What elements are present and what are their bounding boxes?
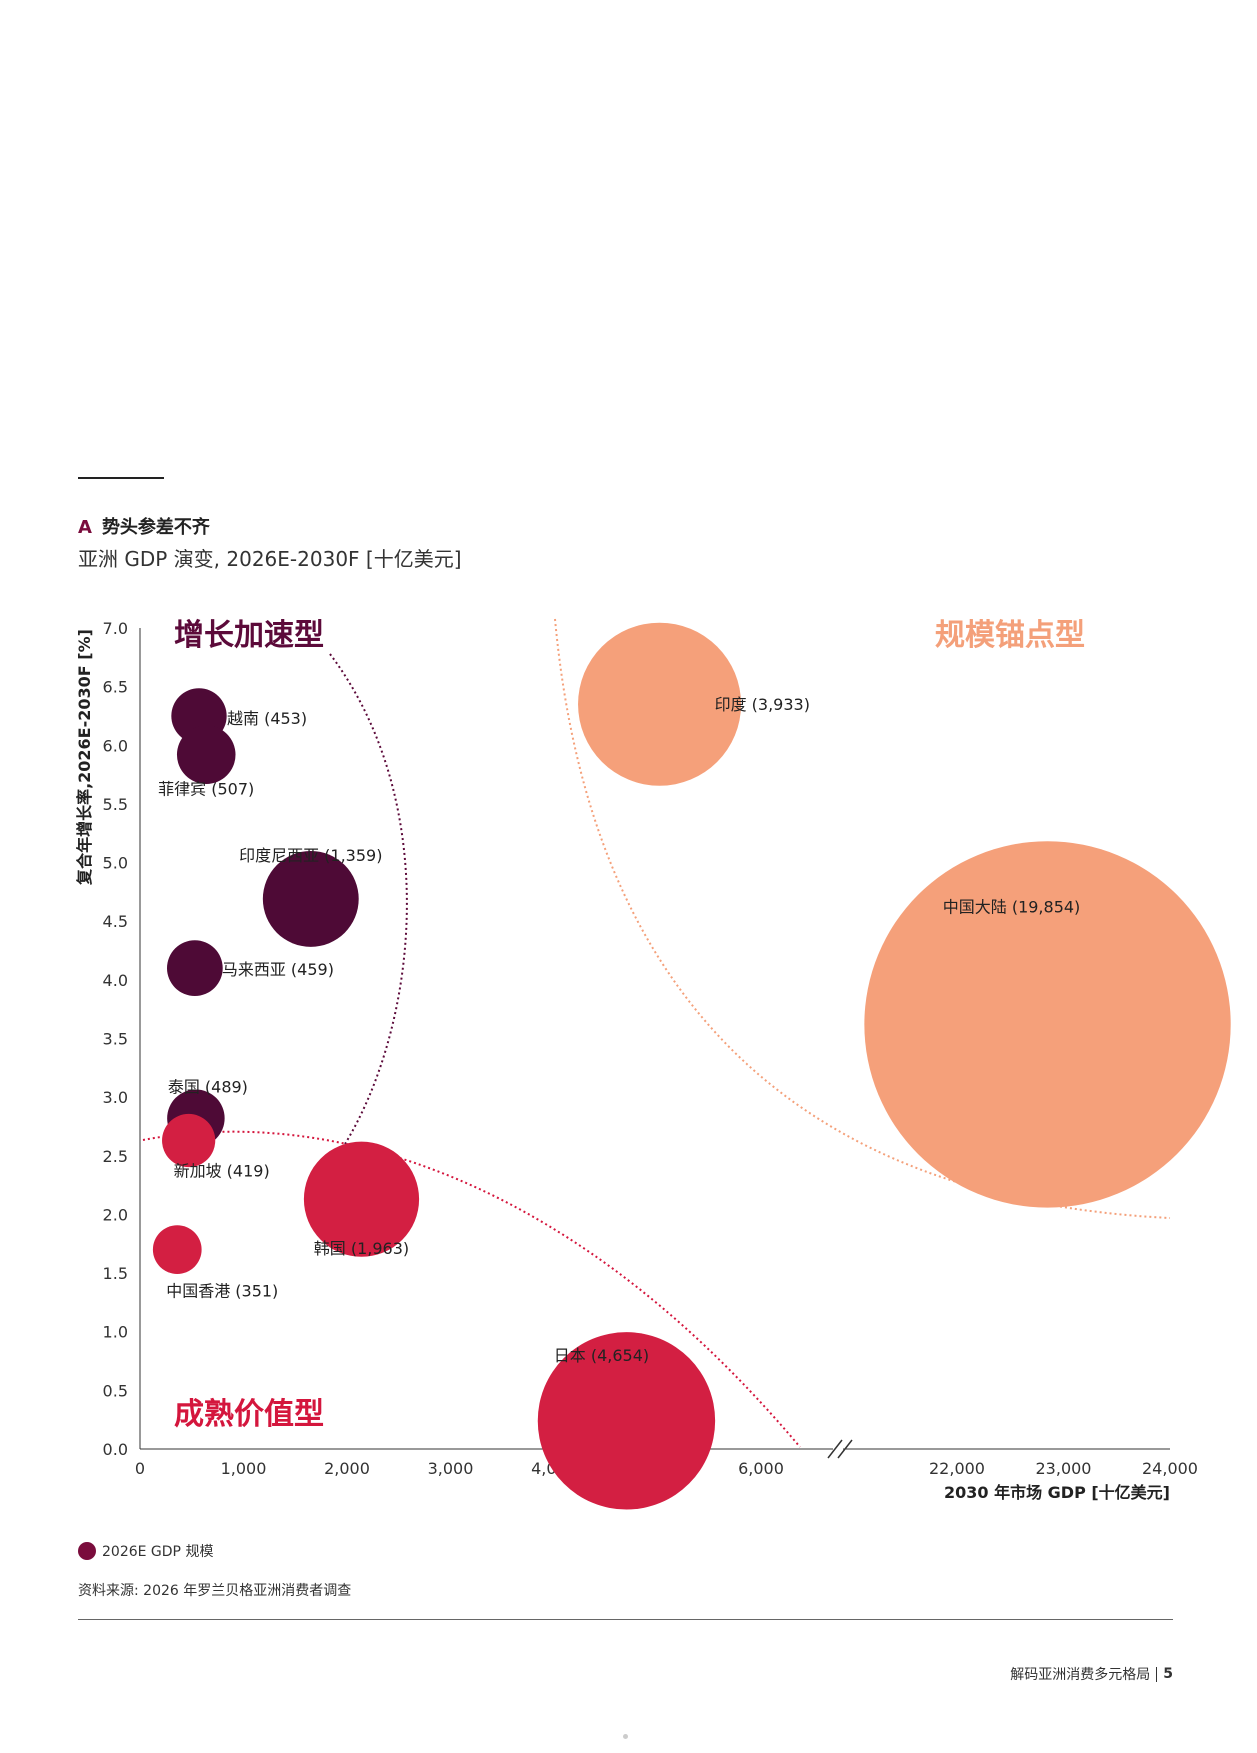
bubble-label: 菲律宾 (507) xyxy=(158,780,254,799)
legend-dot-icon xyxy=(78,1542,96,1560)
bubble xyxy=(864,841,1231,1208)
y-tick-label: 6.5 xyxy=(103,678,128,697)
zone-label-scale: 规模锚点型 xyxy=(935,618,1085,653)
chart-title: 势头参差不齐 xyxy=(101,517,210,538)
decorative-dot xyxy=(623,1734,628,1739)
y-tick-label: 5.5 xyxy=(103,795,128,814)
x-tick-label: 22,000 xyxy=(929,1459,985,1478)
x-tick-label: 2,000 xyxy=(324,1459,370,1478)
bubble-label: 中国大陆 (19,854) xyxy=(943,897,1081,916)
bubble-label: 印度尼西亚 (1,359) xyxy=(239,846,382,865)
bubble-label: 新加坡 (419) xyxy=(174,1162,270,1181)
y-tick-label: 4.0 xyxy=(103,971,128,990)
bubble xyxy=(152,1225,202,1274)
bubble-label: 泰国 (489) xyxy=(168,1077,248,1096)
y-tick-label: 4.5 xyxy=(103,912,128,931)
x-tick-label: 0 xyxy=(135,1459,145,1478)
x-tick-label: 23,000 xyxy=(1036,1459,1092,1478)
y-tick-label: 3.0 xyxy=(103,1088,128,1107)
y-tick-label: 3.5 xyxy=(103,1030,128,1049)
chart-subtitle: 亚洲 GDP 演变, 2026E-2030F [十亿美元] xyxy=(78,547,462,571)
x-tick-label: 1,000 xyxy=(221,1459,267,1478)
bubble xyxy=(167,940,223,996)
footer-separator xyxy=(1156,1666,1158,1682)
y-tick-label: 6.0 xyxy=(103,736,128,755)
bubble xyxy=(162,1113,216,1168)
top-rule xyxy=(78,477,164,479)
x-tick-label: 6,000 xyxy=(738,1459,784,1478)
bubble xyxy=(262,851,359,947)
chart-heading: A 势头参差不齐 xyxy=(78,513,210,539)
legend-label: 2026E GDP 规模 xyxy=(102,1544,214,1560)
y-tick-label: 1.5 xyxy=(103,1264,128,1283)
x-tick-label: 24,000 xyxy=(1142,1459,1198,1478)
bubble-label: 韩国 (1,963) xyxy=(314,1239,409,1258)
bubble xyxy=(537,1332,716,1510)
y-tick-label: 1.0 xyxy=(103,1323,128,1342)
bubble-chart: 增长加速型 规模锚点型 成熟价值型 0.0 0.5 1.0 1.5 2.0 2.5 3.0 3… xyxy=(75,618,1231,1510)
y-axis-label: 复合年增长率,2026E-2030F [%] xyxy=(75,629,94,886)
y-tick-label: 5.0 xyxy=(103,854,128,873)
y-tick-label: 2.5 xyxy=(103,1147,128,1166)
growth-zone-curve xyxy=(329,653,408,1145)
y-tick-label: 0.0 xyxy=(103,1440,128,1459)
y-tick-label: 2.0 xyxy=(103,1205,128,1224)
bubble-label: 印度 (3,933) xyxy=(715,695,810,714)
bubble xyxy=(176,725,236,784)
zone-labels: 增长加速型 规模锚点型 成熟价值型 xyxy=(174,618,1085,1432)
bubble-label: 日本 (4,654) xyxy=(554,1346,649,1365)
bottom-rule xyxy=(78,1619,1173,1620)
y-tick-label: 7.0 xyxy=(103,619,128,638)
bubble xyxy=(303,1141,420,1257)
legend: 2026E GDP 规模 xyxy=(78,1541,213,1561)
page-number: 5 xyxy=(1163,1666,1173,1682)
chart-letter: A xyxy=(78,517,92,538)
y-tick-label: 0.5 xyxy=(103,1381,128,1400)
zone-curves xyxy=(142,618,1171,1448)
point-labels: 越南 (453) 菲律宾 (507) 印度尼西亚 (1,359) 马来西亚 (459)… xyxy=(158,695,1080,1365)
bubble xyxy=(578,622,742,786)
axis-break-icon xyxy=(827,1439,853,1459)
source-note: 资料来源: 2026 年罗兰贝格亚洲消费者调查 xyxy=(78,1583,352,1599)
bubble-label: 马来西亚 (459) xyxy=(222,960,334,979)
bubble-label: 越南 (453) xyxy=(227,709,307,728)
bubble-label: 中国香港 (351) xyxy=(166,1282,278,1301)
zone-label-mature: 成熟价值型 xyxy=(174,1397,324,1432)
x-axis-label: 2030 年市场 GDP [十亿美元] xyxy=(944,1483,1170,1502)
footer-title: 解码亚洲消费多元格局 xyxy=(1010,1667,1151,1683)
zone-label-growth: 增长加速型 xyxy=(174,618,324,653)
y-tick-labels: 0.0 0.5 1.0 1.5 2.0 2.5 3.0 3.5 4.0 4.5 5.0 5.5 6.0 6… xyxy=(103,619,128,1459)
bubbles xyxy=(152,622,1231,1510)
footer: 解码亚洲消费多元格局 5 xyxy=(1010,1664,1173,1684)
x-tick-label: 3,000 xyxy=(428,1459,474,1478)
